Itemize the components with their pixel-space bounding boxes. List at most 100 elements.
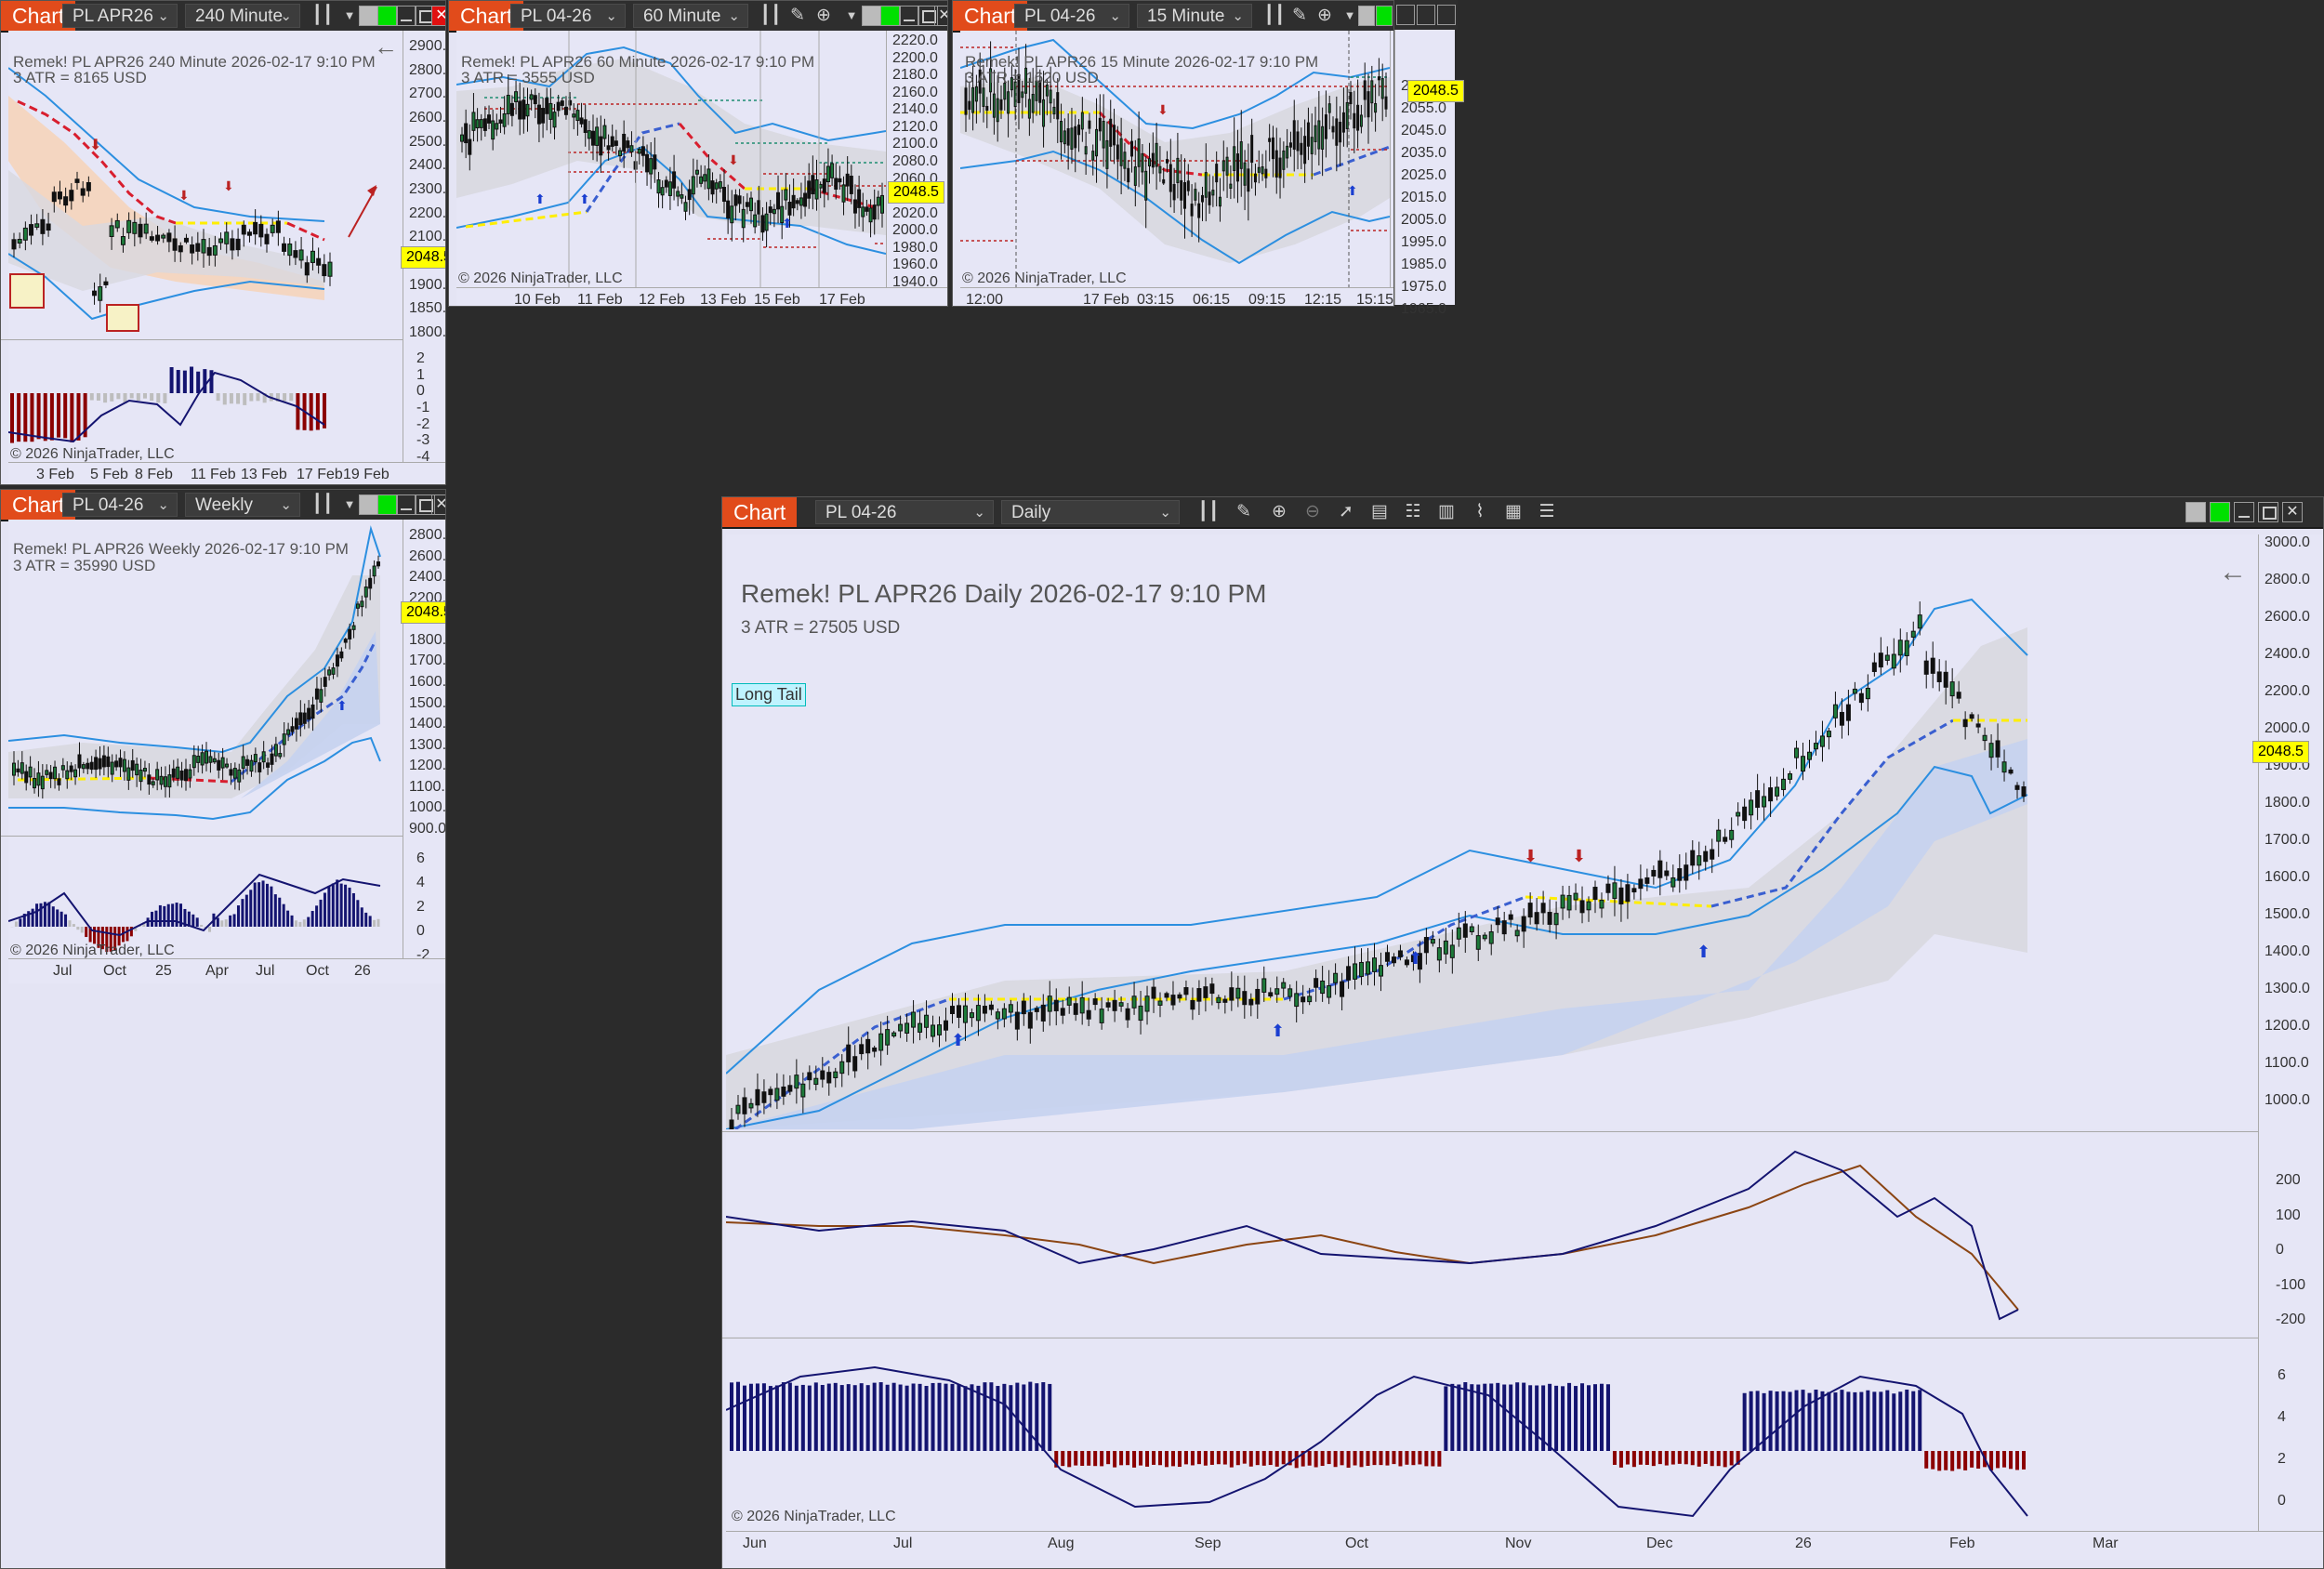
price-axis[interactable]: 2800.02600.02400.02200.02000.01800.01700… [403, 520, 445, 963]
bar-type-icon[interactable]: ┃┃ [311, 494, 334, 514]
price-axis[interactable]: 2065.02055.02045.02035.02025.02015.02005… [1394, 30, 1455, 317]
candle [1462, 923, 1468, 938]
back-arrow-icon[interactable]: ← [2219, 557, 2247, 587]
pencil-icon[interactable]: ✎ [1292, 6, 1307, 25]
period-selector[interactable]: Daily ⌄ [1001, 500, 1180, 524]
bar-type-icon[interactable]: ┃┃ [1263, 6, 1286, 25]
oscillator-pane[interactable] [726, 1133, 2258, 1336]
gray-button[interactable] [1358, 6, 1375, 26]
histogram-bar [1067, 1451, 1072, 1468]
data-box-icon[interactable]: ▤ [1371, 502, 1388, 521]
green-button[interactable] [1376, 6, 1393, 26]
templates-icon[interactable]: ▥ [1438, 502, 1455, 521]
bar-type-icon[interactable]: ┃┃ [759, 6, 782, 25]
indicator-icon[interactable]: ▦ [1505, 502, 1522, 521]
zoom-in-icon[interactable]: ⊕ [1317, 6, 1332, 25]
indicator-pane[interactable]: © 2026 NinjaTrader, LLC [8, 341, 403, 462]
histogram-bar [17, 393, 21, 442]
minimize-button[interactable] [396, 6, 416, 26]
price-pane[interactable]: ⬇ ⬇ ⬇ ← Remek! PL APR26 240 Minute 2026-… [8, 31, 403, 339]
candle [764, 213, 769, 231]
close-button[interactable]: ✕ [2282, 502, 2303, 522]
close-button[interactable] [1437, 5, 1456, 25]
period-selector[interactable]: 240 Minute ⌄ [185, 4, 300, 28]
candle [1056, 92, 1060, 120]
candle [1644, 877, 1650, 884]
chevron-down-icon[interactable]: ▼ [343, 8, 356, 22]
price-pane[interactable]: ⬆ Remek! PL APR26 Weekly 2026-02-17 9:10… [8, 520, 403, 836]
close-button[interactable]: ✕ [431, 6, 445, 26]
strategy-icon[interactable]: ⌇ [1475, 502, 1485, 521]
indicator-pane[interactable]: © 2026 NinjaTrader, LLC [8, 837, 403, 958]
gray-button[interactable] [862, 6, 882, 26]
candle [86, 181, 91, 191]
time-tick-label: 13 Feb [700, 292, 746, 307]
green-button[interactable] [377, 494, 398, 515]
price-axis[interactable]: 3000.0 2800.0 2600.0 2400.0 2200.0 2000.0 1900… [2258, 534, 2323, 1550]
instrument-selector[interactable]: PL 04-26 ⌄ [815, 500, 994, 524]
bar-type-icon[interactable]: ┃┃ [1197, 502, 1220, 521]
minimize-button[interactable] [1396, 5, 1415, 25]
green-button[interactable] [2210, 502, 2230, 522]
gray-button[interactable] [359, 6, 379, 26]
candle [1508, 914, 1513, 920]
candle [69, 190, 74, 202]
chevron-down-icon[interactable]: ▼ [1343, 8, 1356, 22]
chevron-down-icon[interactable]: ▼ [845, 8, 858, 22]
price-axis[interactable] [1390, 31, 1393, 287]
lower-band [726, 765, 2028, 1129]
zoom-in-icon[interactable]: ⊕ [1272, 502, 1287, 521]
green-button[interactable] [880, 6, 901, 26]
pencil-icon[interactable]: ✎ [1236, 502, 1251, 521]
minimize-button[interactable] [899, 6, 919, 26]
candle [188, 769, 192, 779]
histogram-bar [1183, 1451, 1188, 1465]
chevron-down-icon[interactable]: ▼ [343, 497, 356, 511]
pencil-icon[interactable]: ✎ [790, 6, 805, 25]
pointer-icon[interactable]: ➚ [1339, 502, 1353, 521]
instrument-selector[interactable]: PL 04-26 ⌄ [510, 4, 626, 28]
price-pane[interactable]: ⬆ ⬆ ⬆ ⬇ Remek! PL APR26 60 Minute 2026-0… [456, 31, 886, 287]
properties-icon[interactable]: ☷ [1405, 502, 1421, 521]
period-selector[interactable]: 60 Minute ⌄ [633, 4, 748, 28]
time-axis[interactable]: 3 Feb 5 Feb 8 Feb 11 Feb 13 Feb 17 Feb 19 Feb [8, 462, 445, 484]
price-pane[interactable]: ⬇ ⬆ Remek! PL APR26 15 Minute 2026-02-17… [960, 31, 1390, 287]
period-selector[interactable]: Weekly ⌄ [185, 493, 300, 517]
time-axis[interactable]: 10 Feb 11 Feb 12 Feb 13 Feb 15 Feb 17 Feb [456, 287, 947, 307]
histogram-bar [1944, 1451, 1948, 1470]
bar-type-icon[interactable]: ┃┃ [311, 6, 334, 25]
candle [249, 759, 254, 772]
period-selector[interactable]: 15 Minute ⌄ [1137, 4, 1252, 28]
upper-band [726, 598, 2028, 1075]
instrument-selector[interactable]: PL 04-26 ⌄ [1014, 4, 1129, 28]
zoom-out-icon[interactable]: ⊖ [1305, 502, 1320, 521]
back-arrow-icon[interactable]: ← [374, 33, 398, 60]
instrument-selector[interactable]: PL 04-26 ⌄ [62, 493, 178, 517]
maximize-button[interactable] [1417, 5, 1435, 25]
candle [1112, 999, 1117, 1011]
instrument-selector[interactable]: PL APR26 ⌄ [62, 4, 178, 28]
histogram-bar [833, 1382, 838, 1451]
close-button[interactable]: ✕ [934, 6, 947, 26]
minimize-button[interactable] [2234, 502, 2254, 522]
time-axis[interactable]: Jul Oct 25 Apr Jul Oct 26 [8, 958, 445, 983]
gray-button[interactable] [359, 494, 379, 515]
gray-button[interactable] [2185, 502, 2206, 522]
zoom-in-icon[interactable]: ⊕ [816, 6, 831, 25]
close-button[interactable]: ✕ [431, 494, 445, 515]
histogram-bar [970, 1384, 974, 1451]
green-button[interactable] [377, 6, 398, 26]
maximize-button[interactable] [2258, 502, 2278, 522]
histogram-bar [872, 1382, 877, 1451]
price-axis[interactable]: 2220.0 2200.0 2180.0 2160.0 2140.0 2120.0 2100… [886, 31, 947, 290]
down-arrow-icon: ⬇ [728, 152, 739, 167]
list-icon[interactable]: ☰ [1538, 502, 1555, 521]
maximize-button[interactable] [918, 6, 938, 26]
price-pane[interactable]: ⬆ ⬆ ⬆ ⬆ ⬆ ⬇ ⬇ ← Remek! PL APR26 Daily 20… [726, 534, 2258, 1129]
chart-label[interactable]: Chart [722, 497, 798, 527]
time-axis[interactable]: Jun Jul Aug Sep Oct Nov Dec 26 Feb Mar [726, 1531, 2323, 1560]
maximize-button[interactable] [415, 494, 435, 515]
minimize-button[interactable] [396, 494, 416, 515]
indicator-pane[interactable]: © 2026 NinjaTrader, LLC [726, 1339, 2258, 1531]
